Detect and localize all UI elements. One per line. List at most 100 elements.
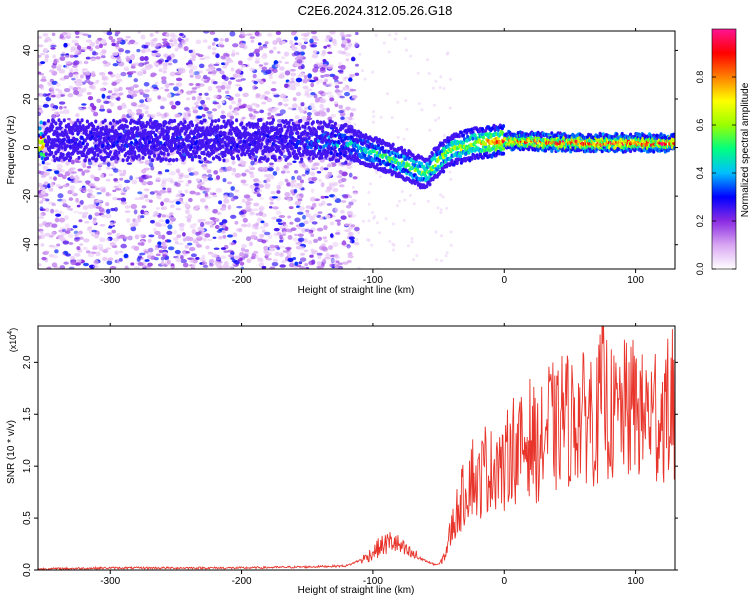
heatmap-cell bbox=[378, 175, 382, 179]
heatmap-cell bbox=[276, 190, 281, 194]
heatmap-cell bbox=[65, 161, 70, 166]
heatmap-cell bbox=[40, 243, 45, 247]
heatmap-cell bbox=[101, 143, 105, 148]
heatmap-cell bbox=[455, 161, 459, 166]
heatmap-cell bbox=[320, 91, 326, 97]
heatmap-cell bbox=[96, 153, 100, 158]
heatmap-cell bbox=[311, 53, 318, 59]
heatmap-cell bbox=[134, 218, 142, 223]
heatmap-cell bbox=[44, 130, 49, 135]
heatmap-cell bbox=[345, 33, 352, 38]
heatmap-cell bbox=[187, 242, 193, 246]
heatmap-cell bbox=[223, 250, 229, 253]
heatmap-cell bbox=[384, 217, 388, 221]
heatmap-cell bbox=[348, 132, 355, 137]
heatmap-cell bbox=[199, 198, 206, 203]
heatmap-cell bbox=[391, 222, 395, 226]
heatmap-cell bbox=[278, 215, 286, 218]
heatmap-cell bbox=[319, 68, 326, 73]
heatmap-cell bbox=[61, 174, 67, 180]
heatmap-cell bbox=[148, 234, 155, 238]
heatmap-cell bbox=[336, 175, 343, 179]
heatmap-cell bbox=[92, 217, 97, 221]
heatmap-cell bbox=[150, 113, 156, 119]
heatmap-cell bbox=[325, 253, 331, 258]
heatmap-cell bbox=[344, 91, 350, 97]
heatmap-cell bbox=[312, 50, 318, 54]
heatmap-cell bbox=[354, 43, 360, 49]
heatmap-cell bbox=[261, 166, 268, 171]
heatmap-cell bbox=[244, 249, 249, 253]
heatmap-cell bbox=[111, 125, 115, 130]
heatmap-cell bbox=[180, 128, 184, 133]
heatmap-cell bbox=[311, 171, 315, 176]
heatmap-cell bbox=[449, 177, 453, 181]
heatmap-cell bbox=[229, 77, 236, 80]
heatmap-cell bbox=[372, 149, 376, 154]
heatmap-cell bbox=[416, 71, 420, 75]
heatmap-cell bbox=[311, 35, 318, 40]
heatmap-cell bbox=[342, 39, 348, 45]
heatmap-cell bbox=[203, 157, 207, 161]
heatmap-cell bbox=[117, 183, 123, 189]
heatmap-cell bbox=[223, 198, 230, 204]
heatmap-cell bbox=[119, 250, 123, 254]
heatmap-cell bbox=[248, 113, 253, 117]
heatmap-cell bbox=[91, 229, 97, 233]
heatmap-cell bbox=[241, 243, 248, 249]
heatmap-cell bbox=[170, 204, 175, 209]
spectrogram-heatmap bbox=[38, 31, 675, 269]
heatmap-cell bbox=[265, 141, 269, 146]
heatmap-cell bbox=[316, 138, 321, 143]
heatmap-cell bbox=[294, 81, 300, 87]
heatmap-cell bbox=[79, 74, 84, 79]
heatmap-cell bbox=[143, 152, 147, 157]
heatmap-cell bbox=[149, 191, 156, 195]
heatmap-cell bbox=[267, 116, 272, 120]
heatmap-cell bbox=[214, 119, 218, 123]
heatmap-cell bbox=[274, 244, 280, 249]
heatmap-cell bbox=[230, 67, 235, 72]
heatmap-cell bbox=[83, 262, 89, 267]
heatmap-cell bbox=[333, 121, 337, 126]
heatmap-cell bbox=[267, 107, 274, 112]
heatmap-cell bbox=[178, 33, 184, 36]
heatmap-cell bbox=[265, 69, 272, 75]
heatmap-cell bbox=[130, 226, 137, 232]
heatmap-cell bbox=[386, 92, 389, 96]
heatmap-cell bbox=[116, 78, 123, 83]
heatmap-cell bbox=[448, 170, 452, 174]
heatmap-cell bbox=[287, 150, 291, 155]
heatmap-cell bbox=[150, 255, 156, 260]
heatmap-cell bbox=[43, 165, 49, 170]
heatmap-cell bbox=[106, 232, 113, 236]
heatmap-cell bbox=[244, 126, 248, 131]
heatmap-cell bbox=[74, 121, 78, 126]
heatmap-cell bbox=[250, 256, 256, 260]
heatmap-cell bbox=[375, 162, 379, 167]
heatmap-cell bbox=[266, 97, 273, 103]
heatmap-cell bbox=[147, 155, 151, 160]
heatmap-cell bbox=[158, 249, 163, 254]
heatmap-cell bbox=[327, 173, 333, 177]
heatmap-cell bbox=[112, 166, 117, 169]
heatmap-cell bbox=[162, 40, 169, 45]
heatmap-cell bbox=[248, 241, 253, 247]
heatmap-cell bbox=[110, 207, 116, 212]
heatmap-cell bbox=[227, 204, 232, 210]
heatmap-cell bbox=[312, 67, 319, 73]
heatmap-cell bbox=[143, 194, 149, 199]
heatmap-cell bbox=[278, 155, 282, 160]
heatmap-cell bbox=[107, 257, 114, 262]
heatmap-cell bbox=[371, 120, 375, 124]
heatmap-cell bbox=[95, 56, 101, 60]
heatmap-cell bbox=[190, 253, 197, 258]
heatmap-cell bbox=[257, 238, 264, 243]
heatmap-cell bbox=[277, 181, 284, 187]
heatmap-cell bbox=[273, 157, 278, 162]
heatmap-cell bbox=[209, 217, 217, 221]
heatmap-cell bbox=[340, 209, 345, 214]
heatmap-cell bbox=[259, 226, 266, 230]
heatmap-cell bbox=[168, 200, 175, 204]
heatmap-cell bbox=[134, 120, 138, 125]
